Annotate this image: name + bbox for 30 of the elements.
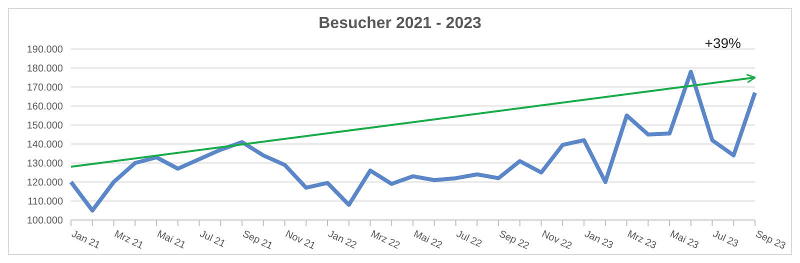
x-tick-label: Jul 22 xyxy=(454,228,484,250)
x-tick-label: Jan 22 xyxy=(326,228,358,252)
x-tick-label: Mai 22 xyxy=(412,228,444,252)
y-tick-label: 190.000 xyxy=(26,44,64,56)
y-tick-label: 100.000 xyxy=(26,216,64,227)
annotation: +39% xyxy=(704,35,741,51)
y-tick-label: 150.000 xyxy=(26,120,64,132)
x-tick-label: Nov 21 xyxy=(283,228,318,252)
y-tick-label: 110.000 xyxy=(28,196,64,208)
x-tick-label: Jul 23 xyxy=(710,228,740,250)
y-tick-label: 170.000 xyxy=(26,82,64,94)
x-tick-label: Nov 22 xyxy=(540,228,574,252)
x-tick-label: Mrz 22 xyxy=(368,228,402,252)
x-tick-label: Mai 23 xyxy=(668,228,700,252)
y-tick-label: 160.000 xyxy=(26,102,64,113)
x-tick-label: Jan 23 xyxy=(582,228,615,252)
x-tick-label: Sep 23 xyxy=(754,228,788,252)
line-series xyxy=(69,70,757,212)
x-tick-label: Jul 21 xyxy=(198,228,228,250)
x-tick-label: Sep 22 xyxy=(497,228,532,252)
y-tick-label: 140.000 xyxy=(26,140,64,151)
x-tick-label: Jan 21 xyxy=(70,228,102,252)
x-tick-label: Mrz 23 xyxy=(625,228,658,252)
x-tick-label: Mai 21 xyxy=(155,228,188,252)
y-tick-label: 130.000 xyxy=(26,158,64,170)
y-tick-label: 120.000 xyxy=(26,178,64,189)
chart-title: Besucher 2021 - 2023 xyxy=(318,15,482,33)
y-tick-label: 180.000 xyxy=(26,64,64,75)
x-tick-label: Sep 21 xyxy=(240,228,275,252)
x-tick-label: Mrz 21 xyxy=(112,228,146,252)
